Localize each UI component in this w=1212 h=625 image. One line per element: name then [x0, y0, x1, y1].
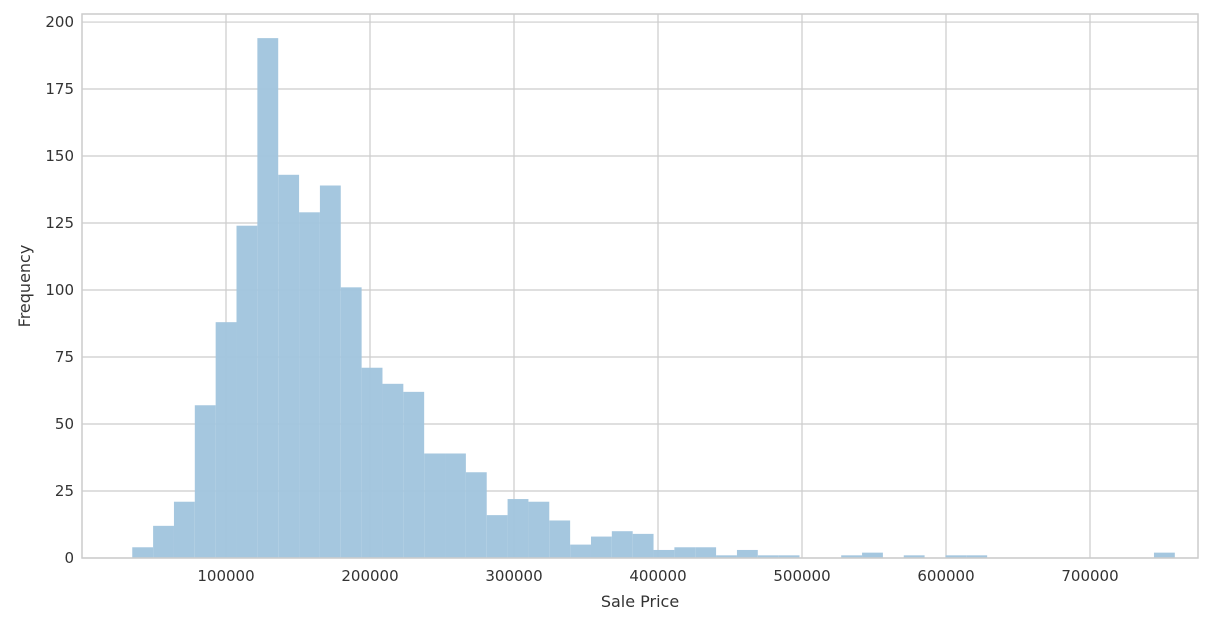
histogram-bar [653, 549, 675, 558]
histogram-bar [674, 547, 696, 558]
histogram-bar [278, 174, 300, 558]
y-axis-label: Frequency [15, 245, 34, 328]
histogram-bar [486, 515, 508, 558]
x-tick-label: 100000 [197, 567, 254, 585]
histogram-bar [966, 555, 988, 558]
histogram-bar [194, 405, 216, 558]
histogram-bar [590, 536, 612, 558]
x-axis-label: Sale Price [601, 592, 679, 611]
histogram-bar [340, 287, 362, 558]
histogram-bar [236, 225, 258, 558]
plot-frame [81, 13, 1199, 559]
histogram-bar [361, 367, 383, 558]
x-tick-label: 300000 [485, 567, 542, 585]
plot-border [81, 13, 1199, 559]
y-tick-label: 75 [55, 348, 74, 366]
histogram-bar [445, 453, 466, 558]
histogram-bar [299, 212, 320, 558]
histogram-bar [695, 547, 717, 558]
histogram-bar [632, 533, 654, 558]
histogram-bar [611, 531, 633, 558]
histogram-bar [319, 185, 341, 558]
histogram-bar [424, 453, 446, 558]
histogram-bar [257, 38, 279, 558]
histogram-bar [841, 555, 863, 558]
x-axis-ticks: 100000 200000 300000 400000 500000 600000 7000… [197, 567, 1118, 585]
histogram-bar [132, 547, 154, 558]
histogram-bar [382, 383, 404, 558]
histogram-bar [173, 501, 195, 558]
x-tick-label: 400000 [629, 567, 686, 585]
histogram-bar [403, 391, 425, 558]
y-tick-label: 175 [45, 80, 74, 98]
y-tick-label: 200 [45, 13, 74, 31]
y-axis-ticks: 0 25 50 75 100 125 150 175 200 [45, 13, 74, 567]
histogram-bar [757, 555, 779, 558]
histogram-bar [549, 520, 571, 558]
bars [132, 38, 1175, 558]
histogram-bar [465, 472, 487, 558]
histogram-bar [862, 552, 883, 558]
y-tick-label: 0 [64, 549, 74, 567]
histogram-bar [778, 555, 800, 558]
x-tick-label: 700000 [1061, 567, 1118, 585]
histogram-bar [945, 555, 967, 558]
histogram-bar [570, 544, 591, 558]
y-tick-label: 25 [55, 482, 74, 500]
histogram-bar [153, 525, 174, 558]
histogram-bar [1153, 552, 1175, 558]
y-tick-label: 100 [45, 281, 74, 299]
histogram-bar [215, 322, 237, 558]
x-tick-label: 600000 [917, 567, 974, 585]
histogram-bar [736, 549, 758, 558]
x-tick-label: 200000 [341, 567, 398, 585]
x-tick-label: 500000 [773, 567, 830, 585]
y-tick-label: 150 [45, 147, 74, 165]
y-tick-label: 125 [45, 214, 74, 232]
y-tick-label: 50 [55, 415, 74, 433]
histogram-bar [903, 555, 925, 558]
histogram-bar [716, 555, 737, 558]
histogram-bar [507, 499, 529, 558]
histogram-bar [528, 501, 550, 558]
